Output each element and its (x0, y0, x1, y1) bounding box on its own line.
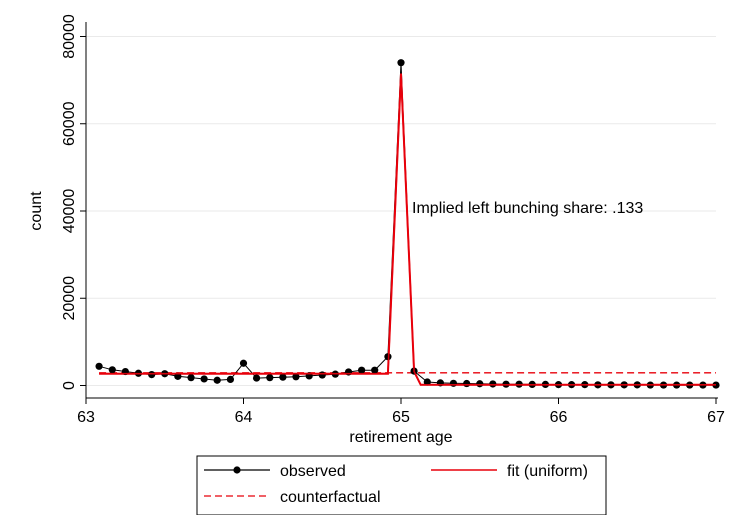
series-layer (95, 59, 720, 389)
legend-label: counterfactual (280, 489, 381, 506)
observed-point (358, 366, 366, 374)
chart-annotation: Implied left bunching share: .133 (412, 200, 643, 217)
x-tick-label: 66 (550, 409, 568, 426)
legend-marker-observed (233, 466, 241, 474)
observed-point (95, 362, 103, 370)
y-tick-label: 80000 (61, 14, 78, 59)
observed-point (489, 380, 497, 388)
observed-point (449, 379, 458, 387)
observed-point (292, 373, 300, 381)
legend-entry: fit (uniform) (431, 463, 588, 480)
observed-point (213, 376, 221, 384)
observed-point (318, 371, 326, 379)
x-tick-label: 67 (707, 409, 725, 426)
y-tick-label: 0 (61, 381, 78, 390)
legend-label: fit (uniform) (507, 463, 588, 480)
legend-box (196, 455, 607, 515)
observed-point (200, 375, 208, 383)
x-tick-label: 65 (392, 409, 410, 426)
y-tick-label: 20000 (61, 276, 78, 321)
axes: 0 20000 40000 60000 80000 63 64 65 66 67 (61, 14, 725, 426)
x-tick-label: 63 (77, 409, 95, 426)
observed-point (423, 378, 431, 386)
observed-point (397, 59, 405, 67)
legend: observed fit (uniform) counterfactual (196, 455, 607, 515)
x-axis-label: retirement age (349, 429, 452, 446)
fit-uniform-line-overlay (99, 73, 716, 386)
observed-point (174, 372, 182, 380)
legend-entry: observed (204, 463, 346, 480)
observed-point (476, 380, 484, 388)
x-tick-label: 64 (235, 409, 253, 426)
observed-point (279, 373, 287, 381)
y-axis-label: count (28, 191, 45, 231)
observed-point (266, 374, 274, 382)
y-tick-label: 40000 (61, 189, 78, 234)
observed-point (108, 366, 116, 374)
legend-entry: counterfactual (204, 489, 381, 506)
observed-point (252, 374, 261, 382)
observed-point (226, 375, 235, 383)
observed-point (371, 366, 379, 374)
observed-point (239, 359, 248, 367)
observed-point (463, 379, 471, 388)
legend-label: observed (280, 463, 346, 480)
observed-point (148, 370, 156, 379)
y-tick-label: 60000 (61, 101, 78, 146)
observed-point (187, 374, 195, 382)
